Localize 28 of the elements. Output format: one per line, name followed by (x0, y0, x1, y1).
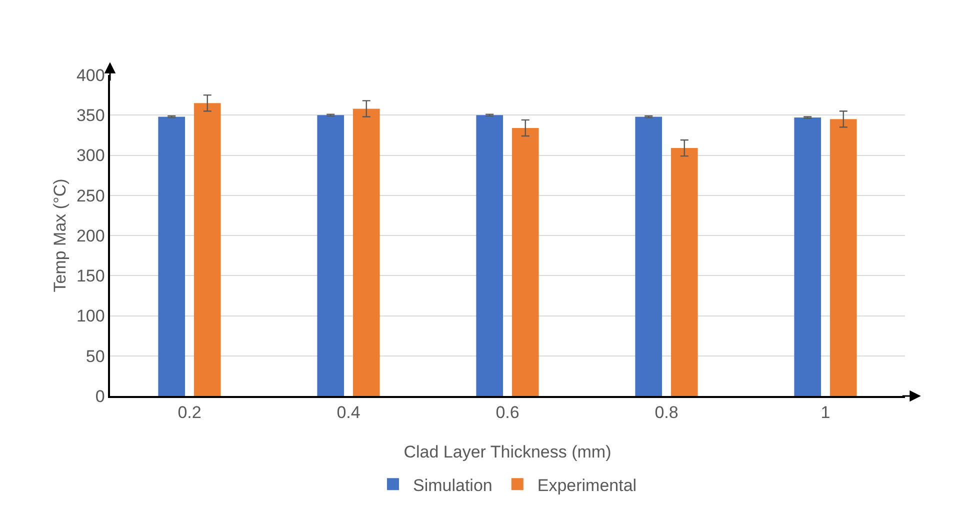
y-tick-label: 200 (76, 226, 105, 246)
x-tick-label: 0.8 (654, 403, 678, 422)
y-tick-label: 0 (95, 386, 105, 406)
bar (635, 116, 662, 396)
y-tick-label: 300 (76, 146, 105, 166)
legend-label: Experimental (537, 476, 637, 495)
bar (670, 148, 698, 396)
bar (794, 118, 822, 396)
y-tick-label: 100 (76, 306, 105, 326)
y-tick-label: 350 (76, 106, 105, 126)
x-tick-label: 0.6 (496, 403, 520, 422)
y-tick-label: 250 (76, 186, 105, 206)
bar (352, 108, 380, 396)
bar (830, 119, 857, 396)
x-axis-title: Clad Layer Thickness (mm) (404, 442, 612, 462)
bar (512, 128, 539, 396)
bar (158, 116, 186, 396)
y-tick-label: 400 (76, 66, 105, 85)
y-axis-title: Temp Max (°C) (50, 178, 70, 292)
x-tick-label: 0.4 (336, 403, 360, 422)
legend-label: Simulation (413, 476, 492, 495)
bar (194, 103, 221, 396)
bar (317, 115, 344, 396)
x-tick-label: 0.2 (178, 403, 202, 422)
bar (476, 115, 504, 396)
x-tick-label: 1 (820, 403, 830, 422)
y-tick-label: 50 (86, 346, 105, 366)
y-tick-label: 150 (76, 266, 105, 286)
